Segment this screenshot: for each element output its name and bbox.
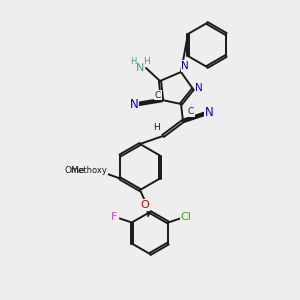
Text: O: O xyxy=(96,166,104,176)
Text: N: N xyxy=(181,61,189,71)
Text: N: N xyxy=(130,98,138,112)
Text: H: H xyxy=(153,124,159,133)
Text: H: H xyxy=(130,56,136,65)
Text: H: H xyxy=(142,56,149,65)
Text: N: N xyxy=(205,106,213,118)
Text: C: C xyxy=(155,91,161,100)
Text: C: C xyxy=(188,107,194,116)
Text: Cl: Cl xyxy=(181,212,192,221)
Text: F: F xyxy=(111,212,117,221)
Text: OMe: OMe xyxy=(65,166,85,175)
Text: N: N xyxy=(195,83,203,93)
Text: N: N xyxy=(136,63,144,73)
Text: methoxy: methoxy xyxy=(70,166,107,175)
Text: O: O xyxy=(141,200,149,210)
